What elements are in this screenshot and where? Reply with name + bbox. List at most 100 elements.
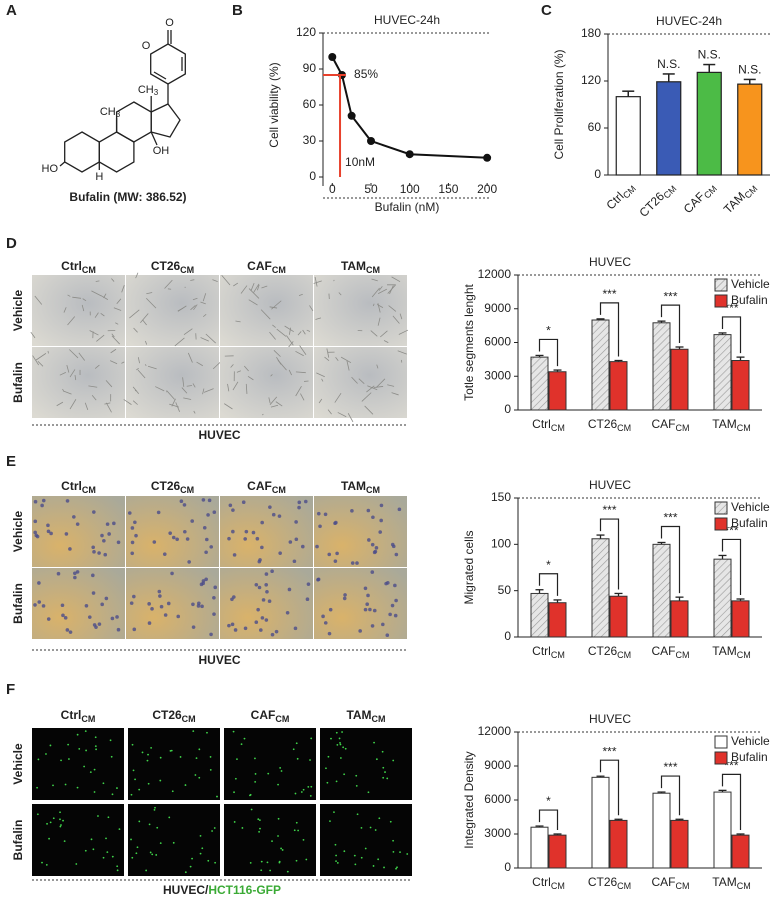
significance-bracket — [660, 775, 681, 816]
cell-dot — [67, 743, 70, 746]
tube-segment — [164, 279, 173, 289]
atom-label: O — [142, 40, 151, 52]
x-tick-label: 0 — [329, 182, 336, 196]
cell-dot — [48, 837, 50, 840]
tube-segment — [367, 385, 378, 391]
cell-dot — [84, 849, 87, 852]
cell-dot — [339, 757, 342, 759]
tube-segment — [91, 394, 97, 401]
tube-segment — [202, 293, 207, 302]
significance-bracket — [599, 302, 620, 357]
tube-segment — [371, 278, 378, 282]
cell-dot — [300, 544, 305, 549]
y-tick-label: 60 — [303, 97, 317, 111]
cell-dot — [277, 783, 279, 786]
cell-dot — [150, 747, 153, 749]
tube-segment — [212, 279, 218, 283]
y-tick-label: 0 — [504, 860, 511, 874]
y-tick-label: 60 — [588, 120, 602, 134]
cell-dot — [72, 515, 76, 519]
bar — [652, 322, 671, 411]
cell-dot — [321, 614, 325, 619]
cell-dot — [270, 569, 274, 574]
tube-segment — [221, 274, 231, 286]
cell-dot — [65, 628, 70, 632]
cell-dot — [305, 858, 308, 861]
bar — [652, 543, 671, 638]
x-tick-label: CtrlCM — [532, 417, 565, 433]
tube-segment — [78, 352, 86, 361]
cell-dot — [354, 863, 357, 866]
cell-dot — [254, 582, 259, 587]
cell-dot — [271, 512, 276, 517]
cell-dot — [382, 766, 385, 769]
tube-segment — [366, 385, 375, 393]
tube-segment — [66, 364, 70, 373]
cell-dot — [240, 743, 243, 746]
x-tick-label: CtrlCM — [532, 875, 565, 891]
cell-dot — [335, 551, 339, 556]
tube-segment — [205, 333, 216, 344]
cell-dot — [209, 545, 214, 549]
cell-dot — [83, 765, 86, 768]
tube-segment — [298, 293, 303, 296]
cell-dot — [372, 608, 377, 613]
cell-dot — [199, 834, 202, 837]
cell-dot — [294, 792, 297, 795]
cell-dot — [134, 533, 138, 538]
x-tick-label-text: Ctrl — [532, 875, 551, 889]
tube-segment — [383, 340, 389, 343]
cell-dot — [135, 852, 138, 855]
tube-segment — [63, 390, 72, 395]
y-tick-label: 12000 — [478, 267, 512, 281]
cell-dot — [389, 820, 392, 823]
cell-dot — [392, 850, 395, 853]
cell-dot — [111, 855, 114, 858]
x-tick-label: 200 — [477, 182, 497, 196]
cell-dot — [107, 816, 110, 819]
cell-dot — [46, 529, 51, 534]
cell-dot — [336, 862, 339, 864]
tube-segment — [115, 322, 119, 325]
tube-segment — [387, 284, 397, 294]
x-tick-label-text: Ctrl — [532, 644, 551, 658]
tube-segment — [240, 285, 248, 294]
cell-dot — [264, 572, 269, 576]
cell-dot — [200, 604, 204, 609]
cell-dot — [355, 561, 359, 565]
tube-segment — [166, 390, 175, 400]
cell-dot — [390, 603, 395, 608]
tube-segment — [202, 388, 205, 395]
tube-segment — [230, 364, 234, 368]
tube-segment — [227, 383, 230, 392]
bar — [548, 371, 567, 411]
cell-dot — [231, 508, 235, 512]
cell-dot — [393, 613, 398, 618]
panel-letter: B — [232, 2, 243, 19]
cell-dot — [97, 622, 102, 626]
tube-segment — [81, 304, 85, 312]
tube-segment — [111, 278, 115, 282]
cell-dot — [134, 778, 136, 781]
cell-dot — [386, 581, 390, 585]
micrograph — [32, 347, 125, 418]
cell-dot — [300, 791, 303, 793]
cell-dot — [33, 530, 37, 535]
cell-dot — [303, 499, 308, 504]
cell-dot — [393, 583, 397, 588]
bond — [153, 71, 167, 80]
cell-dot — [204, 550, 208, 555]
tube-segment — [391, 392, 399, 396]
y-tick-label: 6000 — [484, 792, 511, 806]
cell-dot — [302, 838, 305, 841]
bar — [609, 819, 628, 869]
cell-dot — [75, 863, 78, 865]
cell-dot — [206, 513, 210, 517]
tube-segment — [110, 360, 118, 365]
cell-dot — [310, 737, 313, 740]
tube-segment — [192, 383, 196, 388]
significance-bracket — [599, 518, 620, 590]
legend-label: Vehicle — [731, 277, 770, 291]
cell-dot — [192, 730, 195, 732]
tube-segment — [32, 355, 40, 366]
